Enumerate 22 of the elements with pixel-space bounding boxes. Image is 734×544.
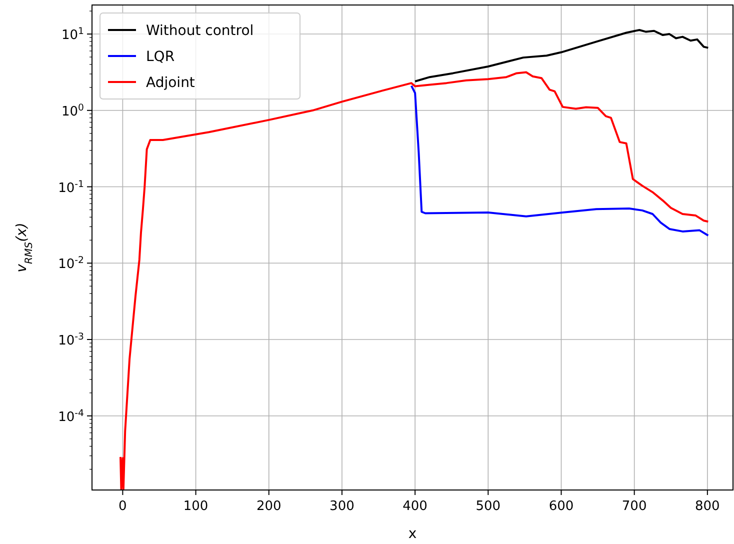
x-tick-label: 0 xyxy=(118,499,127,514)
y-tick-label: 10$^{-2}$ xyxy=(58,254,84,272)
line-series xyxy=(410,84,710,237)
legend-label: Without control xyxy=(146,23,254,39)
y-tick-label: 10$^{0}$ xyxy=(62,102,84,120)
x-tick-label: 300 xyxy=(330,499,354,514)
x-tick-label: 100 xyxy=(183,499,208,514)
x-tick-label: 200 xyxy=(256,499,282,514)
x-tick-label: 700 xyxy=(622,499,647,514)
x-tick-label: 400 xyxy=(402,499,428,514)
legend-label: LQR xyxy=(146,49,175,65)
line-series xyxy=(414,28,710,82)
y-tick-label: 10$^{-3}$ xyxy=(58,331,84,349)
x-tick-label: 600 xyxy=(548,499,574,514)
x-tick-label: 800 xyxy=(695,499,720,514)
legend-label: Adjoint xyxy=(146,75,196,91)
line-series xyxy=(120,71,710,490)
y-tick-label: 10$^{1}$ xyxy=(62,26,84,44)
x-axis-title: x xyxy=(408,526,417,542)
y-tick-label: 10$^{-4}$ xyxy=(58,407,84,425)
x-tick-label: 500 xyxy=(476,499,501,514)
y-tick-label: 10$^{-1}$ xyxy=(58,178,84,196)
